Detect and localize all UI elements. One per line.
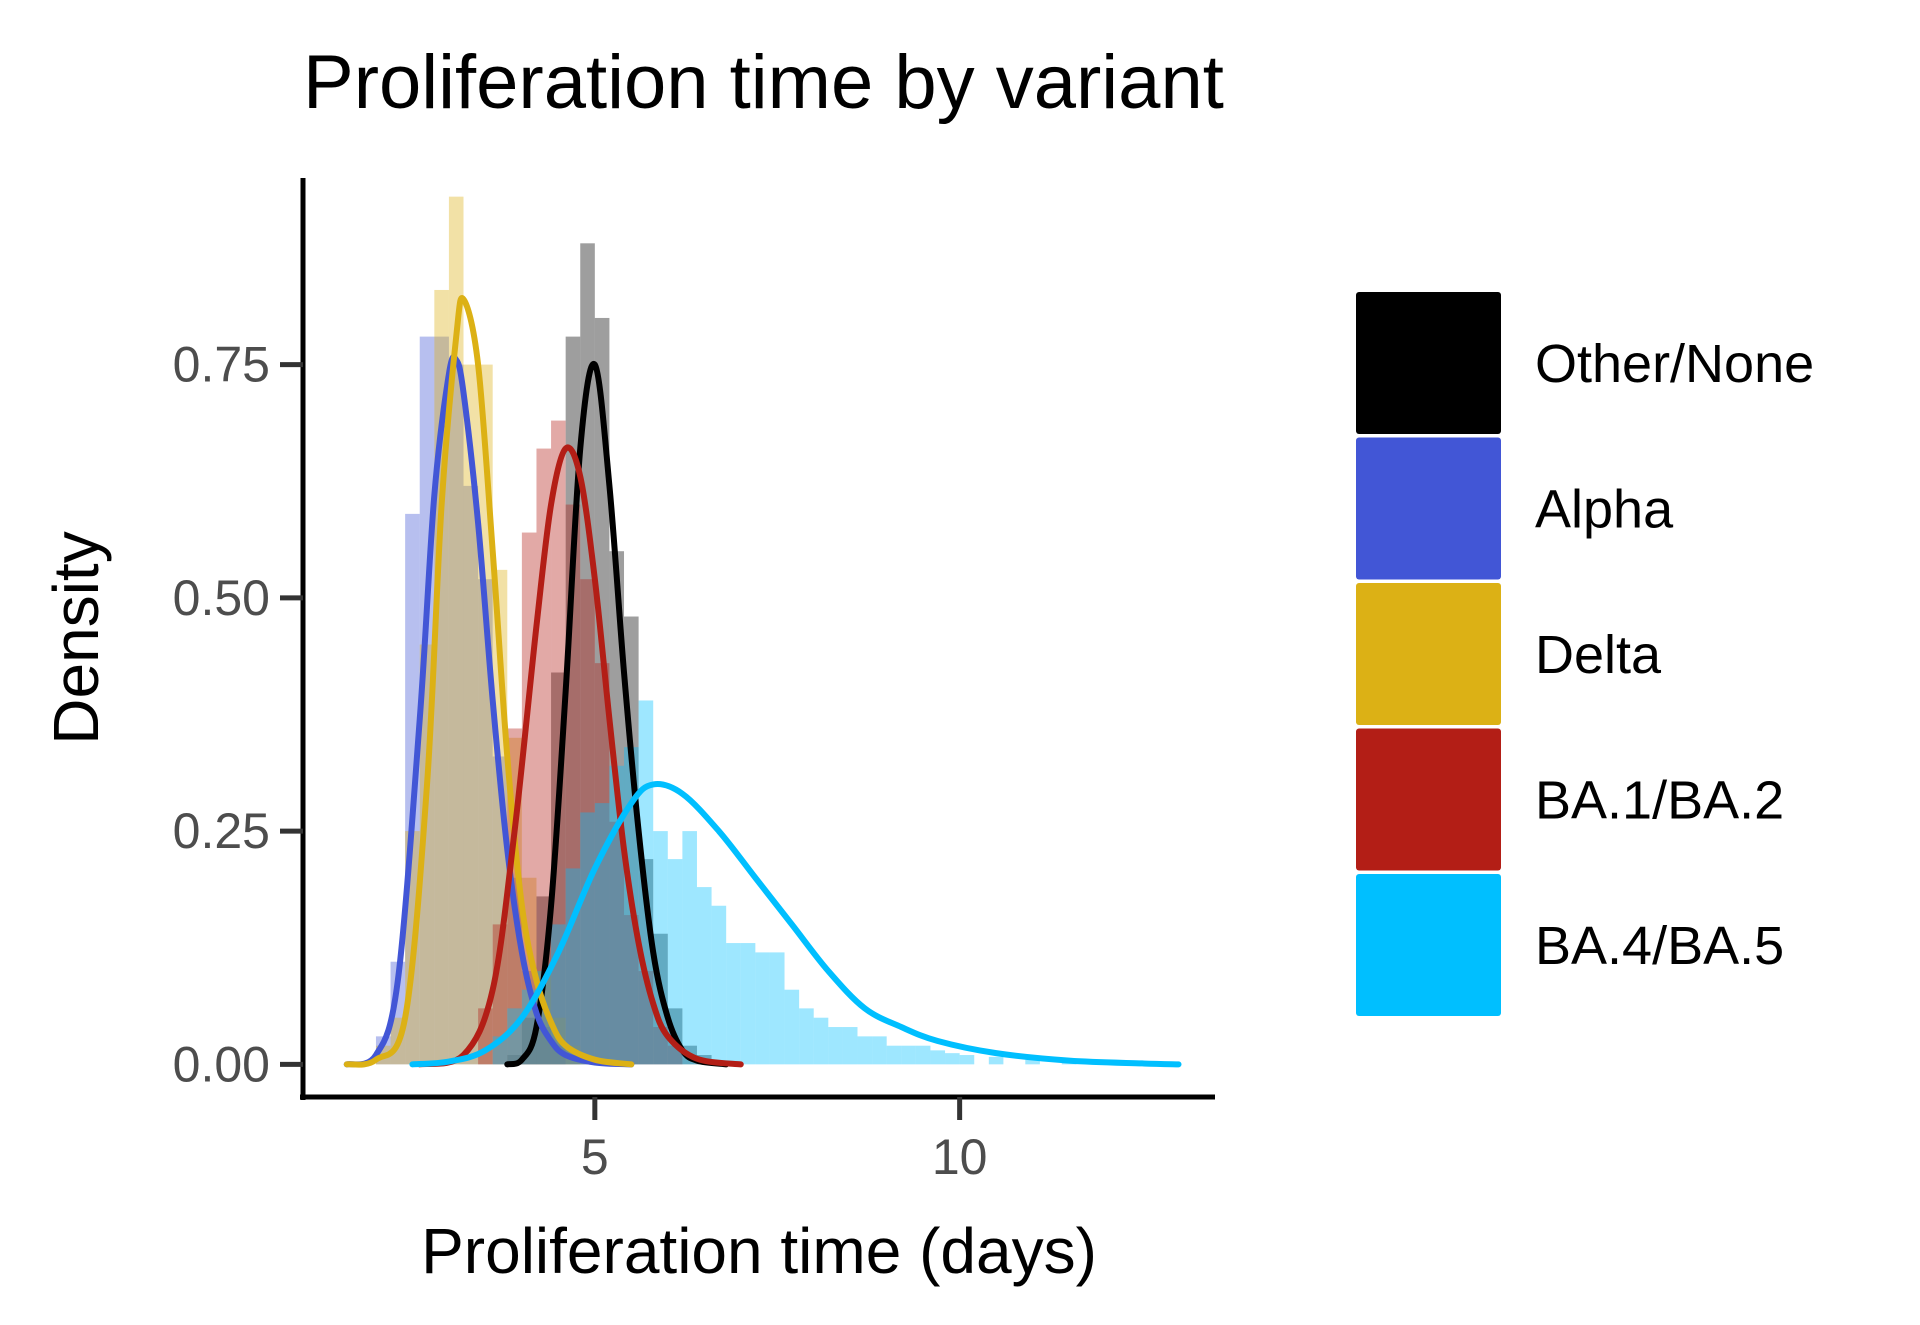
x-axis-title: Proliferation time (days): [421, 1215, 1097, 1287]
histogram-bar: [857, 1036, 873, 1065]
density-curve-4: [409, 781, 1182, 1068]
histogram-bar: [726, 943, 741, 1065]
histogram-bar: [696, 887, 712, 1065]
legend-swatch: [1356, 437, 1501, 580]
legend-swatch: [1356, 874, 1501, 1016]
histogram-bar: [507, 1055, 522, 1065]
legend-label: BA.4/BA.5: [1535, 916, 1784, 976]
histogram-bar: [624, 915, 639, 1065]
density-curve-1: [343, 354, 635, 1068]
axes: 0.00 0.25 0.50 0.75 5 10: [173, 178, 1215, 1185]
x-ticks: 5 10: [581, 1097, 988, 1185]
histogram-layer: [375, 196, 1150, 1065]
density-curve-layer: [343, 295, 1182, 1068]
legend-swatch: [1356, 583, 1501, 725]
histogram-bar: [828, 1027, 843, 1065]
histogram-bar: [565, 868, 581, 1065]
y-ticks: 0.00 0.25 0.50 0.75: [173, 337, 303, 1092]
density-curve-2: [343, 295, 635, 1068]
histogram-bar: [988, 1056, 1004, 1065]
histogram-bar: [813, 1017, 829, 1065]
histogram-bar: [886, 1045, 902, 1065]
histogram-bar: [740, 943, 756, 1065]
histogram-bar: [711, 905, 727, 1065]
x-tick-label: 5: [581, 1129, 609, 1185]
histogram-bar: [930, 1050, 946, 1065]
legend-item: BA.1/BA.2: [1356, 728, 1784, 871]
legend-item: Alpha: [1356, 437, 1674, 580]
y-tick-label: 0.00: [173, 1036, 270, 1092]
legend-label: BA.1/BA.2: [1535, 771, 1784, 831]
histogram-bar: [842, 1027, 858, 1065]
histogram-bar: [580, 243, 595, 1065]
histogram-bar: [915, 1045, 931, 1065]
histogram-bar: [784, 989, 800, 1065]
density-curve-3: [416, 444, 744, 1068]
histogram-bar: [901, 1045, 916, 1065]
histogram-bar: [959, 1055, 975, 1065]
histogram-bar: [872, 1036, 887, 1065]
histogram-bar: [769, 952, 785, 1065]
histogram-bar: [682, 831, 697, 1065]
chart-title: Proliferation time by variant: [303, 40, 1224, 125]
histogram-bar: [463, 364, 479, 1065]
legend-item: Other/None: [1356, 292, 1814, 434]
y-tick-label: 0.75: [173, 337, 270, 393]
legend-item: Delta: [1356, 583, 1662, 725]
legend-label: Alpha: [1535, 480, 1674, 540]
histogram-bar: [594, 317, 610, 1065]
histogram-bar: [594, 803, 610, 1065]
x-tick-label: 10: [932, 1129, 988, 1185]
y-tick-label: 0.50: [173, 570, 270, 626]
histogram-bar: [478, 579, 493, 1065]
legend: Other/None Alpha Delta BA.1/BA.2 BA.4/BA.5: [1356, 292, 1814, 1016]
legend-label: Delta: [1535, 625, 1662, 685]
histogram-bar: [799, 1008, 814, 1065]
y-tick-label: 0.25: [173, 803, 270, 859]
histogram-bar: [448, 196, 464, 1065]
plot-area: [343, 196, 1182, 1068]
histogram-bar: [1025, 1059, 1040, 1065]
legend-swatch: [1356, 728, 1501, 871]
histogram-bar: [448, 364, 464, 1065]
legend-item: BA.4/BA.5: [1356, 874, 1784, 1016]
histogram-bar: [609, 821, 625, 1065]
histogram-bar: [667, 859, 683, 1065]
histogram-bar: [551, 420, 566, 1065]
histogram-bar: [594, 663, 610, 1065]
density-curve-0: [504, 360, 730, 1068]
histogram-bar: [463, 485, 479, 1065]
histogram-bar: [755, 952, 770, 1065]
histogram-bar: [580, 579, 595, 1065]
legend-swatch: [1356, 292, 1501, 434]
histogram-bar: [580, 812, 595, 1065]
histogram-bar: [945, 1053, 960, 1065]
y-axis-title: Density: [40, 531, 112, 744]
legend-label: Other/None: [1535, 334, 1814, 394]
